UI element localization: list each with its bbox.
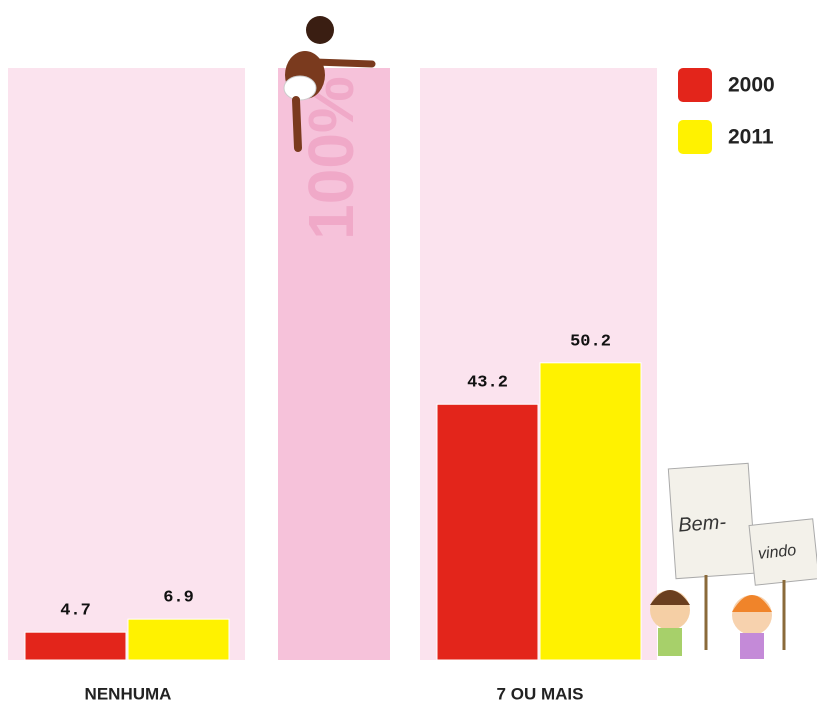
legend-swatch bbox=[678, 68, 712, 102]
kids-illustration: Bem-vindo bbox=[650, 462, 817, 659]
bar bbox=[24, 631, 127, 661]
bar bbox=[127, 618, 230, 661]
x-tick-label: NENHUMA bbox=[85, 684, 172, 703]
full-scale-column bbox=[278, 68, 390, 660]
legend-swatch bbox=[678, 120, 712, 154]
value-label: 43.2 bbox=[467, 374, 508, 393]
value-label: 6.9 bbox=[163, 589, 194, 608]
value-label: 4.7 bbox=[60, 602, 91, 621]
full-scale-label: 100% bbox=[295, 76, 367, 240]
x-tick-label: 7 OU MAIS bbox=[497, 684, 584, 703]
bar bbox=[539, 362, 642, 661]
bar bbox=[436, 403, 539, 661]
baby-illustration bbox=[283, 16, 376, 152]
value-label: 50.2 bbox=[570, 332, 611, 351]
legend-label: 2000 bbox=[728, 74, 775, 97]
category-panel bbox=[8, 68, 245, 660]
legend-label: 2011 bbox=[728, 126, 774, 149]
sign-text: vindo bbox=[757, 542, 797, 563]
sign-text: Bem- bbox=[678, 511, 728, 536]
